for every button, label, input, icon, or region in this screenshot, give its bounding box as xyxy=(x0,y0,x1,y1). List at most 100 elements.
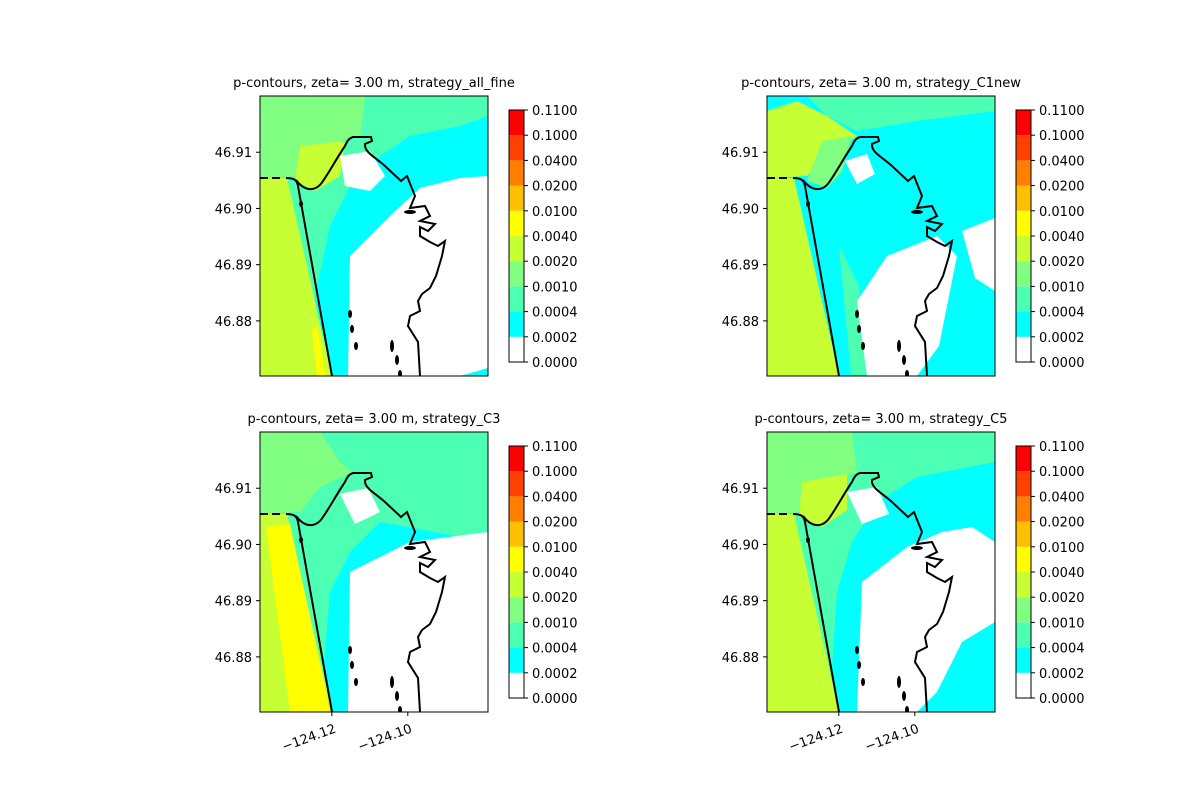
x-tick-label: −124.10 xyxy=(863,722,921,755)
colorbar-label: 0.1100 xyxy=(1039,104,1085,119)
colorbar-band xyxy=(1016,261,1031,287)
plot-frame xyxy=(766,95,996,377)
colorbar-band xyxy=(1016,135,1031,161)
colorbar-label: 0.0100 xyxy=(1039,205,1085,220)
colorbar-label: 0.0400 xyxy=(1039,154,1085,169)
colorbar-band xyxy=(1016,236,1031,262)
y-tick-label: 46.89 xyxy=(215,259,252,274)
colorbar-band xyxy=(1016,597,1031,623)
plot-title: p-contours, zeta= 3.00 m, strategy_C3 xyxy=(248,412,501,427)
plot-title: p-contours, zeta= 3.00 m, strategy_all_f… xyxy=(233,76,515,91)
colorbar-label: 0.0020 xyxy=(1039,591,1085,606)
colorbar-band xyxy=(509,311,524,337)
colorbar-label: 0.0020 xyxy=(1039,255,1085,270)
colorbar-band xyxy=(509,496,524,522)
plot-frame xyxy=(259,95,489,377)
colorbar-band xyxy=(509,110,524,136)
colorbar-band xyxy=(1016,446,1031,472)
y-tick-label: 46.90 xyxy=(722,202,759,217)
colorbar-band xyxy=(1016,185,1031,211)
colorbar-band xyxy=(1016,110,1031,136)
colorbar-label: 0.1100 xyxy=(532,104,578,119)
plot-title: p-contours, zeta= 3.00 m, strategy_C1new xyxy=(741,76,1021,91)
colorbar-band xyxy=(1016,311,1031,337)
colorbar-band xyxy=(1016,622,1031,648)
colorbar-band xyxy=(1016,546,1031,572)
y-tick-label: 46.90 xyxy=(215,202,252,217)
colorbar-label: 0.0200 xyxy=(532,516,578,531)
x-tick-label: −124.12 xyxy=(787,722,845,755)
colorbar-label: 0.1000 xyxy=(1039,129,1085,144)
colorbar-label: 0.0400 xyxy=(532,490,578,505)
colorbar-label: 0.0010 xyxy=(532,280,578,295)
colorbar-band xyxy=(1016,471,1031,497)
colorbar-label: 0.0004 xyxy=(1039,642,1085,657)
plot-frame xyxy=(259,431,489,713)
y-tick-label: 46.91 xyxy=(722,146,759,161)
colorbar-label: 0.0002 xyxy=(532,331,578,346)
colorbar-label: 0.0000 xyxy=(532,356,578,371)
x-tick-label: −124.10 xyxy=(356,722,414,755)
colorbar-label: 0.0040 xyxy=(532,230,578,245)
colorbar-label: 0.0002 xyxy=(1039,331,1085,346)
colorbar-band xyxy=(509,471,524,497)
colorbar-band xyxy=(509,286,524,312)
colorbar-band xyxy=(509,622,524,648)
contour-field xyxy=(767,96,995,376)
colorbar-label: 0.1000 xyxy=(1039,465,1085,480)
colorbar-band xyxy=(509,546,524,572)
contour-field xyxy=(260,96,488,376)
colorbar-label: 0.0000 xyxy=(1039,692,1085,707)
y-tick-label: 46.88 xyxy=(722,651,759,666)
colorbar-label: 0.0200 xyxy=(1039,516,1085,531)
plot-title: p-contours, zeta= 3.00 m, strategy_C5 xyxy=(755,412,1008,427)
colorbar-band xyxy=(1016,210,1031,236)
colorbar-label: 0.0010 xyxy=(1039,616,1085,631)
colorbar-label: 0.0100 xyxy=(532,541,578,556)
colorbar-label: 0.0040 xyxy=(532,566,578,581)
colorbar-label: 0.0400 xyxy=(1039,490,1085,505)
colorbar-label: 0.0004 xyxy=(532,642,578,657)
y-tick-label: 46.91 xyxy=(215,482,252,497)
y-tick-label: 46.89 xyxy=(722,595,759,610)
colorbar-band xyxy=(509,572,524,598)
colorbar-band xyxy=(509,135,524,161)
colorbar-band xyxy=(509,185,524,211)
y-tick-label: 46.91 xyxy=(215,146,252,161)
plot-frame xyxy=(766,431,996,713)
y-tick-label: 46.88 xyxy=(215,651,252,666)
y-tick-label: 46.89 xyxy=(722,259,759,274)
colorbar-band xyxy=(509,672,524,698)
colorbar-band xyxy=(509,521,524,547)
colorbar-band xyxy=(509,236,524,262)
colorbar-label: 0.0010 xyxy=(532,616,578,631)
x-tick-label: −124.12 xyxy=(280,722,338,755)
colorbar-band xyxy=(1016,160,1031,186)
colorbar-label: 0.0000 xyxy=(1039,356,1085,371)
colorbar-band xyxy=(1016,496,1031,522)
colorbar-band xyxy=(509,597,524,623)
colorbar-band xyxy=(509,647,524,673)
colorbar-label: 0.0002 xyxy=(532,667,578,682)
colorbar-band xyxy=(1016,336,1031,362)
colorbar-label: 0.0010 xyxy=(1039,280,1085,295)
colorbar-label: 0.0100 xyxy=(532,205,578,220)
colorbar-label: 0.0400 xyxy=(532,154,578,169)
colorbar-label: 0.0200 xyxy=(532,180,578,195)
colorbar-label: 0.0000 xyxy=(532,692,578,707)
colorbar-band xyxy=(1016,521,1031,547)
colorbar-band xyxy=(1016,647,1031,673)
colorbar-label: 0.0020 xyxy=(532,591,578,606)
y-tick-label: 46.89 xyxy=(215,595,252,610)
colorbar-band xyxy=(1016,286,1031,312)
colorbar-label: 0.0020 xyxy=(532,255,578,270)
colorbar-band xyxy=(509,160,524,186)
colorbar-band xyxy=(509,336,524,362)
y-tick-label: 46.90 xyxy=(722,538,759,553)
colorbar-label: 0.1100 xyxy=(1039,440,1085,455)
colorbar-label: 0.1100 xyxy=(532,440,578,455)
y-tick-label: 46.91 xyxy=(722,482,759,497)
colorbar-label: 0.0200 xyxy=(1039,180,1085,195)
colorbar-band xyxy=(509,446,524,472)
